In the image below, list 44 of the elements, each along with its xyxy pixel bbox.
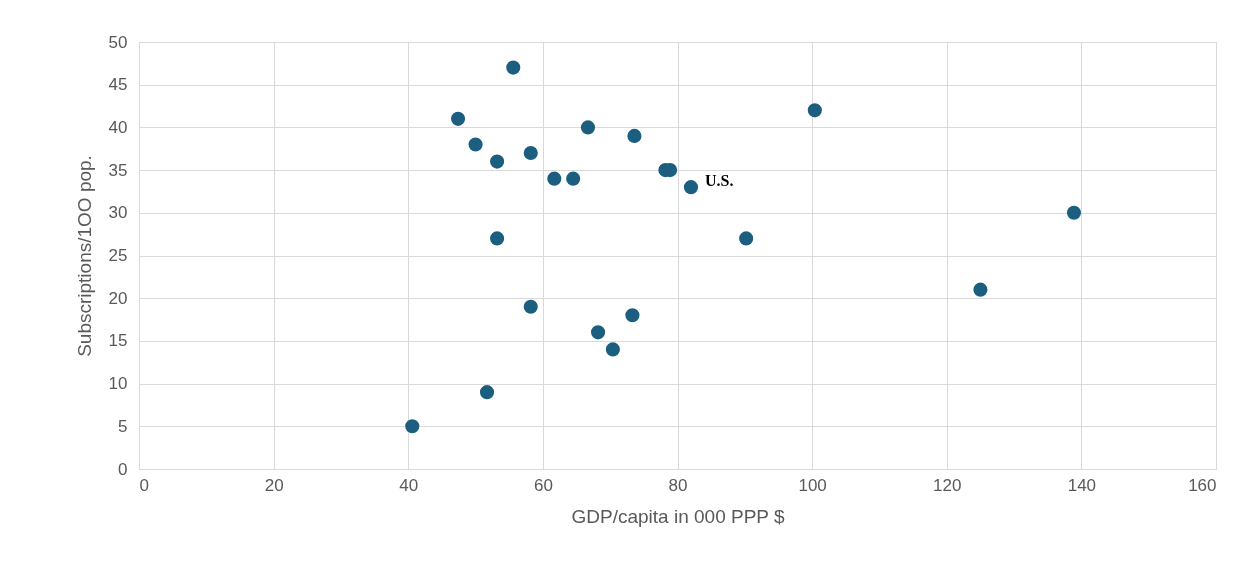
x-tick-label: 60 bbox=[533, 475, 553, 495]
point bbox=[450, 111, 466, 126]
point bbox=[580, 120, 596, 135]
y-tick-label: 5 bbox=[118, 416, 128, 436]
point bbox=[683, 180, 699, 195]
x-axis-title: GDP/capita in 000 PPP $ bbox=[571, 505, 785, 527]
point bbox=[490, 154, 505, 169]
y-tick-label: 50 bbox=[108, 32, 128, 52]
point bbox=[405, 419, 420, 434]
point bbox=[807, 103, 822, 118]
annotation: U.S. bbox=[704, 172, 734, 190]
point bbox=[591, 325, 606, 340]
y-tick-label: 30 bbox=[108, 203, 128, 223]
point bbox=[468, 137, 483, 152]
point bbox=[739, 231, 754, 246]
x-tick-label: 80 bbox=[668, 475, 688, 495]
point bbox=[547, 171, 562, 186]
point bbox=[523, 299, 538, 314]
point bbox=[627, 128, 642, 143]
x-tick-label: 140 bbox=[1067, 475, 1097, 495]
point bbox=[605, 342, 620, 357]
point bbox=[490, 231, 505, 246]
y-tick-label: 45 bbox=[108, 75, 128, 95]
x-tick-label: 100 bbox=[798, 475, 827, 495]
point bbox=[973, 282, 988, 297]
y-axis-title: Subscriptions/1OO pop. bbox=[73, 155, 95, 357]
x-tick-label: 120 bbox=[933, 475, 962, 495]
y-tick-label: 20 bbox=[108, 288, 128, 308]
y-tick-label: 0 bbox=[118, 459, 128, 479]
point bbox=[625, 308, 640, 323]
y-tick-label: 10 bbox=[108, 374, 128, 394]
y-tick-label: 25 bbox=[108, 246, 128, 265]
x-tick-label: 160 bbox=[1188, 475, 1217, 495]
point bbox=[479, 385, 495, 400]
point bbox=[506, 60, 521, 75]
x-tick-label: 0 bbox=[139, 475, 149, 495]
y-tick-label: 35 bbox=[108, 160, 128, 180]
x-tick-label: 40 bbox=[399, 475, 419, 495]
y-tick-label: 40 bbox=[108, 117, 128, 137]
point bbox=[566, 171, 581, 186]
y-tick-label: 15 bbox=[108, 331, 128, 351]
x-tick-label: 20 bbox=[264, 475, 284, 495]
point bbox=[523, 145, 538, 161]
point bbox=[1066, 205, 1082, 220]
